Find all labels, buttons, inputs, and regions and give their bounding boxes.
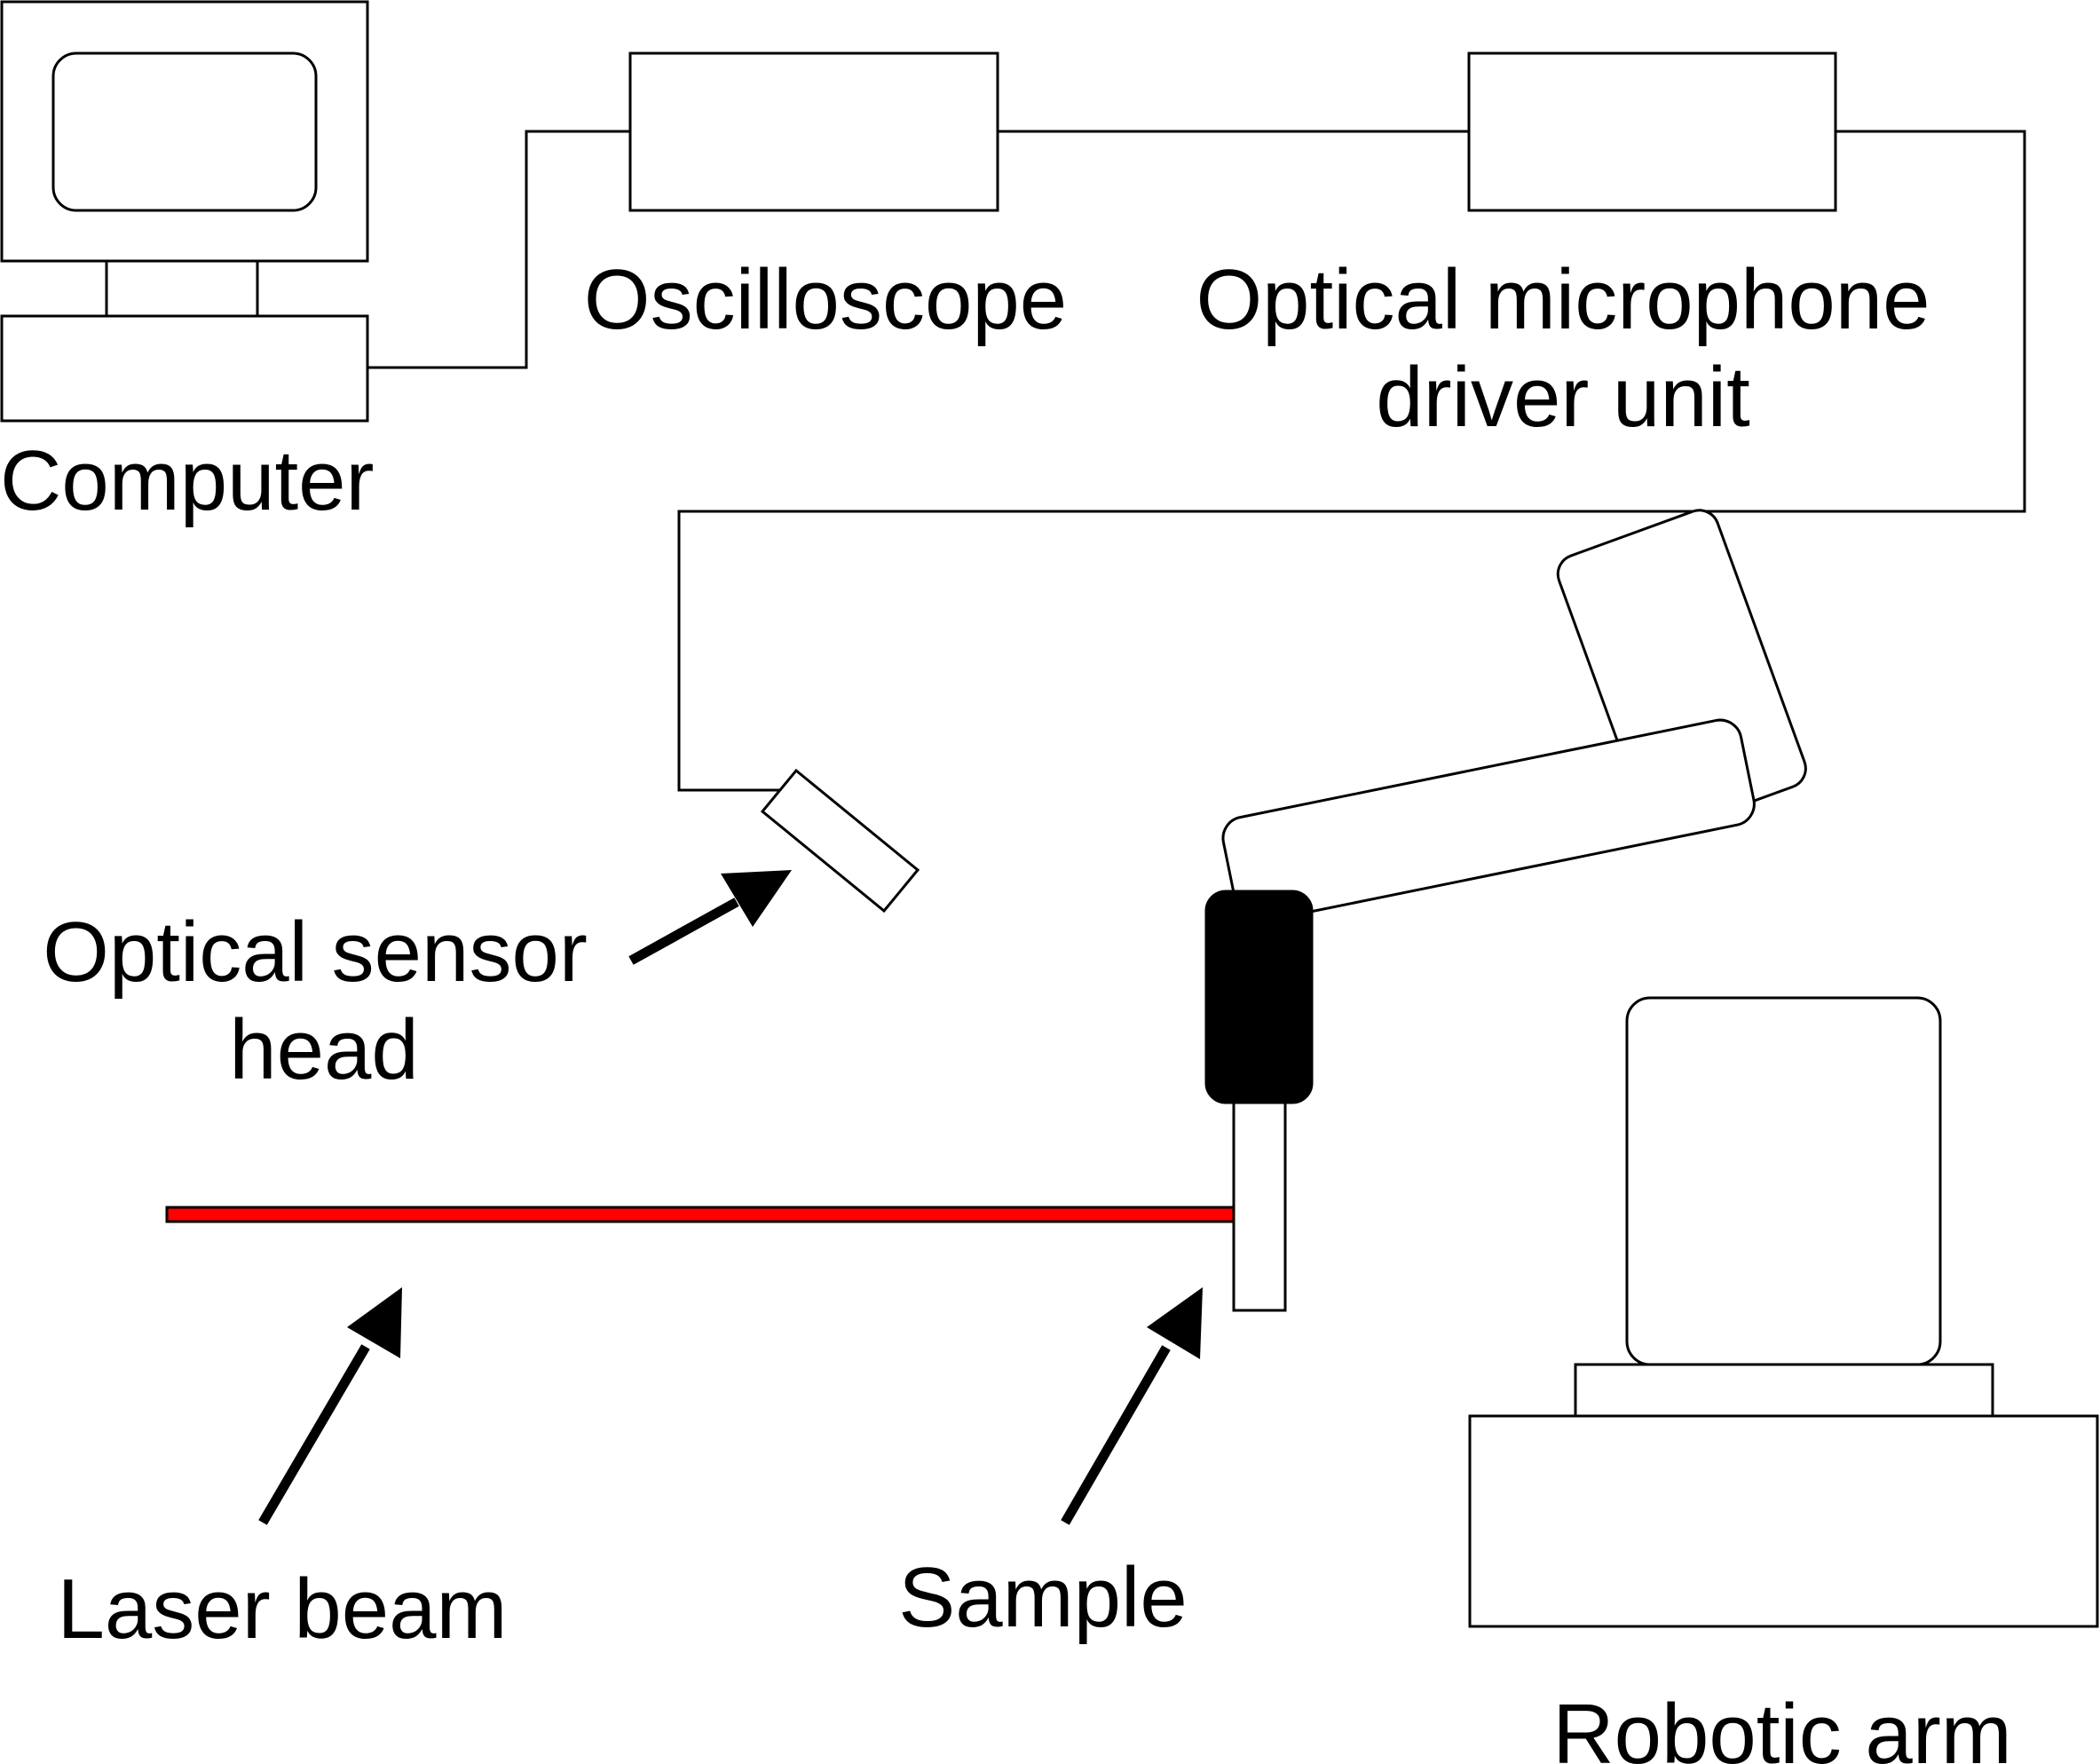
driver-unit-label-line2: driver unit <box>1376 350 1750 445</box>
optical-sensor-head <box>760 768 920 914</box>
computer-label: Computer <box>0 433 375 528</box>
computer-icon <box>0 0 369 423</box>
robot-upper-arm <box>1221 718 1756 924</box>
robotic-arm <box>1221 509 2099 1628</box>
sample-arrow-head <box>1147 1287 1203 1359</box>
robot-gripper <box>1204 890 1314 1104</box>
laser-arrow-head <box>347 1287 402 1358</box>
cable-computer-oscilloscope <box>367 130 630 369</box>
laser-label: Laser beam <box>58 1562 508 1657</box>
cable-driver-sensor <box>677 130 2026 792</box>
sensor-arrow-shaft <box>628 898 739 965</box>
robot-base-plate <box>1574 1363 1994 1418</box>
labels: Computer Oscilloscope Optical microphone… <box>0 252 2012 1764</box>
sensor-label-line2: head <box>229 1002 419 1097</box>
laser-beam <box>165 1206 1236 1223</box>
sample-label: Sample <box>898 1550 1188 1645</box>
robot-label: Robotic arm <box>1552 1687 2012 1764</box>
arrows <box>258 870 1203 1525</box>
robot-base <box>1468 1414 2099 1628</box>
computer-screen <box>51 51 318 212</box>
sample-plate <box>1232 1099 1287 1312</box>
laser-arrow-shaft <box>258 1344 370 1525</box>
computer-stand <box>105 259 259 318</box>
robot-body <box>1625 996 1942 1366</box>
oscilloscope-label: Oscilloscope <box>584 252 1067 347</box>
sensor-arrow-head <box>721 870 792 927</box>
computer-base <box>0 314 369 423</box>
driver-unit-label-line1: Optical microphone <box>1196 252 1930 347</box>
oscilloscope-box <box>628 51 999 212</box>
sample-arrow-shaft <box>1061 1345 1171 1525</box>
sensor-label-line1: Optical sensor <box>43 905 588 1000</box>
driver-unit-box <box>1467 51 1837 212</box>
